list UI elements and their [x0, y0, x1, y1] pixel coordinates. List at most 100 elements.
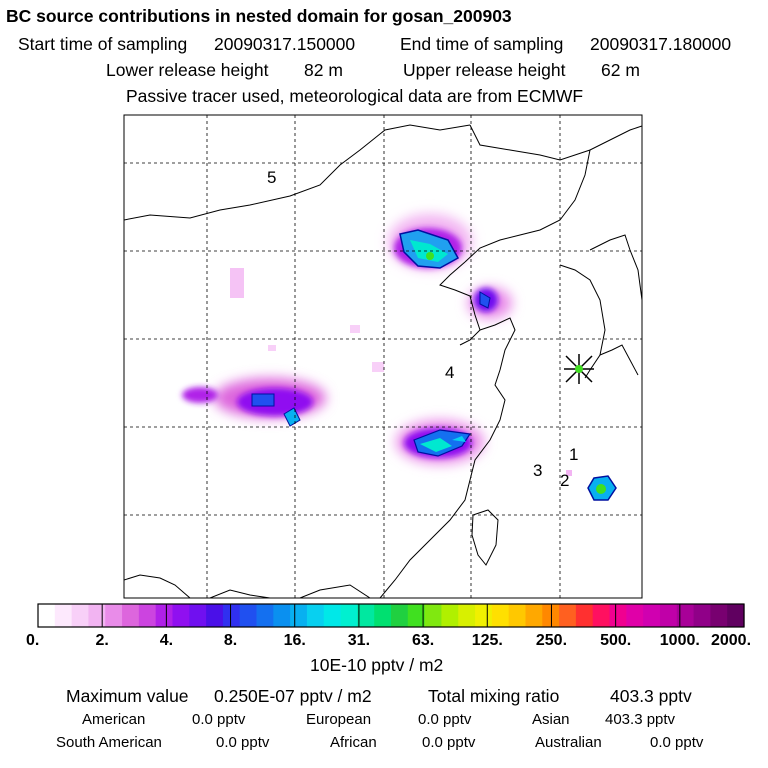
source-european-label: European	[306, 711, 372, 728]
colorbar-cell	[38, 604, 56, 627]
colorbar-tick-label: 31.	[348, 632, 370, 649]
colorbar-cell	[475, 604, 493, 627]
colorbar-tick-label: 63.	[412, 632, 434, 649]
plume-west	[182, 378, 326, 427]
colorbar-cell	[458, 604, 476, 627]
colorbar-cell	[491, 604, 510, 627]
colorbar-cell	[340, 604, 358, 627]
colorbar-cell	[626, 604, 644, 627]
region-label-5: 5	[267, 168, 276, 187]
colorbar-cells	[38, 604, 745, 627]
colorbar-cell	[609, 604, 627, 627]
colorbar-cell	[676, 604, 695, 627]
region-label-4: 4	[445, 363, 454, 382]
total-mixing-value: 403.3 pptv	[610, 686, 692, 706]
map-frame	[123, 114, 643, 599]
colorbar-cell	[424, 604, 443, 627]
source-american-label: American	[82, 711, 146, 728]
colorbar-cell	[710, 604, 728, 627]
coastlines	[124, 124, 642, 598]
colorbar-cell	[727, 604, 745, 627]
source-australian-value: 0.0 pptv	[650, 734, 704, 751]
colorbar-cell	[122, 604, 140, 627]
plume-gosan-spot	[587, 475, 617, 501]
colorbar-tick-label: 8.	[224, 632, 237, 649]
map-area	[124, 115, 642, 598]
colorbar-cell	[222, 604, 241, 627]
source-african-value: 0.0 pptv	[422, 734, 476, 751]
chart-title: BC source contributions in nested domain…	[6, 6, 512, 26]
colorbar-tick-labels: 0. 2. 4. 8. 16. 31. 63. 125. 250. 500. 1000. 2000.	[26, 604, 751, 649]
colorbar-cell	[374, 604, 392, 627]
station-marker	[564, 354, 594, 384]
plume-north-china	[388, 214, 472, 270]
end-time-label: End time of sampling	[400, 34, 564, 54]
max-value-label: Maximum value	[66, 686, 189, 706]
end-time-value: 20090317.180000	[590, 34, 732, 54]
colorbar-cell	[206, 604, 224, 627]
colorbar-cell	[189, 604, 207, 627]
colorbar-cell	[659, 604, 678, 627]
source-south-american-value: 0.0 pptv	[216, 734, 270, 751]
lower-height-value: 82 m	[304, 60, 343, 80]
source-american-value: 0.0 pptv	[192, 711, 246, 728]
colorbar-cell	[290, 604, 308, 627]
lower-height-label: Lower release height	[106, 60, 269, 80]
max-value: 0.250E-07 pptv / m2	[214, 686, 372, 706]
colorbar-tick-label: 125.	[472, 632, 503, 649]
grid-lines	[124, 115, 642, 598]
plume-bohai	[468, 287, 512, 319]
colorbar-tick-label: 4.	[160, 632, 173, 649]
colorbar-cell	[323, 604, 342, 627]
colorbar-cell	[155, 604, 174, 627]
start-time-value: 20090317.150000	[214, 34, 356, 54]
tracer-info: Passive tracer used, meteorological data…	[126, 86, 584, 106]
colorbar-cell	[575, 604, 594, 627]
colorbar-cell	[105, 604, 123, 627]
upper-height-label: Upper release height	[403, 60, 566, 80]
colorbar-cell	[172, 604, 190, 627]
source-african-label: African	[330, 734, 377, 751]
colorbar-cell	[508, 604, 527, 627]
colorbar-cell	[391, 604, 409, 627]
source-south-american-label: South American	[56, 734, 162, 751]
colorbar-cell	[239, 604, 258, 627]
colorbar-cell	[88, 604, 106, 627]
colorbar-cell	[559, 604, 577, 627]
colorbar-tick-label: 16.	[284, 632, 306, 649]
region-label-3: 3	[533, 461, 542, 480]
colorbar-tick-label: 2.	[96, 632, 109, 649]
colorbar-cell	[407, 604, 426, 627]
total-mixing-label: Total mixing ratio	[428, 686, 560, 706]
source-asian-value: 403.3 pptv	[605, 711, 676, 728]
plume-yangtze	[396, 420, 484, 464]
source-asian-label: Asian	[532, 711, 570, 728]
start-time-label: Start time of sampling	[18, 34, 188, 54]
colorbar-cell	[441, 604, 459, 627]
colorbar-tick-label: 250.	[536, 632, 567, 649]
source-european-value: 0.0 pptv	[418, 711, 472, 728]
colorbar-cell	[256, 604, 274, 627]
colorbar-cell	[643, 604, 661, 627]
region-label-2: 2	[560, 471, 569, 490]
colorbar-cell	[138, 604, 157, 627]
colorbar-units: 10E-10 pptv / m2	[310, 655, 444, 675]
colorbar-cell	[592, 604, 611, 627]
colorbar-cell	[54, 604, 73, 627]
colorbar-cell	[525, 604, 543, 627]
colorbar-cell	[357, 604, 375, 627]
colorbar-tick-label: 0.	[26, 632, 39, 649]
colorbar-tick-label: 2000.	[711, 632, 751, 649]
colorbar-tick-label: 500.	[600, 632, 631, 649]
colorbar-cell	[273, 604, 291, 627]
colorbar-cell	[71, 604, 90, 627]
colorbar-cell	[693, 604, 711, 627]
region-label-1: 1	[569, 445, 578, 464]
faint-puffs	[230, 268, 572, 476]
upper-height-value: 62 m	[601, 60, 640, 80]
colorbar-cell	[306, 604, 325, 627]
colorbar-tick-label: 1000.	[660, 632, 700, 649]
source-australian-label: Australian	[535, 734, 602, 751]
